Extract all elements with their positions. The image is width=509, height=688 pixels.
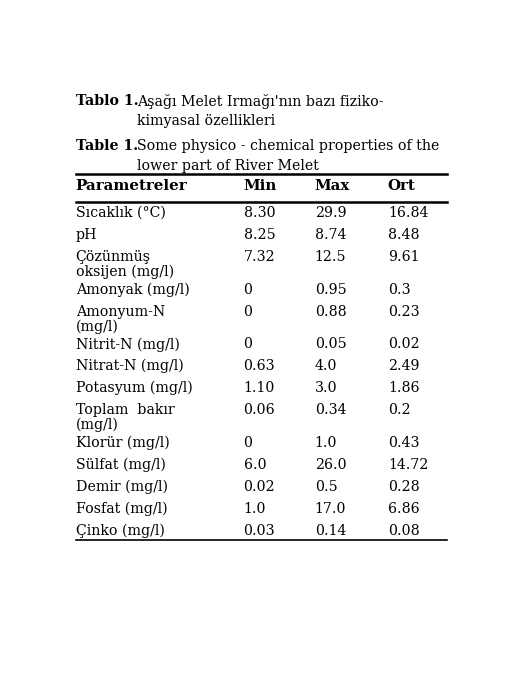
Text: 3.0: 3.0: [314, 381, 336, 395]
Text: 8.74: 8.74: [314, 228, 346, 242]
Text: lower part of River Melet: lower part of River Melet: [136, 159, 318, 173]
Text: 0.23: 0.23: [387, 305, 419, 319]
Text: Tablo 1.: Tablo 1.: [75, 94, 138, 108]
Text: 0.03: 0.03: [243, 524, 275, 537]
Text: Aşağı Melet Irmağı'nın bazı fiziko-: Aşağı Melet Irmağı'nın bazı fiziko-: [136, 94, 383, 109]
Text: 0.05: 0.05: [314, 337, 346, 351]
Text: Fosfat (mg/l): Fosfat (mg/l): [75, 502, 167, 516]
Text: Klorür (mg/l): Klorür (mg/l): [75, 436, 169, 450]
Text: 6.0: 6.0: [243, 458, 266, 472]
Text: (mg/l): (mg/l): [75, 418, 118, 432]
Text: 0.06: 0.06: [243, 403, 275, 417]
Text: 0.3: 0.3: [387, 283, 410, 297]
Text: 0.43: 0.43: [387, 436, 418, 450]
Text: 26.0: 26.0: [314, 458, 346, 472]
Text: Nitrat-N (mg/l): Nitrat-N (mg/l): [75, 359, 183, 374]
Text: 0: 0: [243, 283, 252, 297]
Text: Parametreler: Parametreler: [75, 179, 187, 193]
Text: 0.28: 0.28: [387, 480, 419, 493]
Text: 2.49: 2.49: [387, 359, 418, 373]
Text: 12.5: 12.5: [314, 250, 346, 264]
Text: 8.25: 8.25: [243, 228, 275, 242]
Text: 0.95: 0.95: [314, 283, 346, 297]
Text: 0: 0: [243, 337, 252, 351]
Text: 0: 0: [243, 436, 252, 450]
Text: 0.5: 0.5: [314, 480, 337, 493]
Text: Table 1.: Table 1.: [75, 139, 137, 153]
Text: 16.84: 16.84: [387, 206, 428, 220]
Text: 0: 0: [243, 305, 252, 319]
Text: pH: pH: [75, 228, 97, 242]
Text: 1.10: 1.10: [243, 381, 274, 395]
Text: Demir (mg/l): Demir (mg/l): [75, 480, 167, 494]
Text: 14.72: 14.72: [387, 458, 428, 472]
Text: Some physico - chemical properties of the: Some physico - chemical properties of th…: [136, 139, 438, 153]
Text: 0.34: 0.34: [314, 403, 346, 417]
Text: 0.88: 0.88: [314, 305, 346, 319]
Text: Toplam  bakır: Toplam bakır: [75, 403, 174, 417]
Text: 17.0: 17.0: [314, 502, 346, 515]
Text: 0.02: 0.02: [243, 480, 275, 493]
Text: kimyasal özellikleri: kimyasal özellikleri: [136, 114, 274, 128]
Text: 8.30: 8.30: [243, 206, 275, 220]
Text: oksijen (mg/l): oksijen (mg/l): [75, 265, 174, 279]
Text: 4.0: 4.0: [314, 359, 336, 373]
Text: Sıcaklık (°C): Sıcaklık (°C): [75, 206, 165, 220]
Text: 29.9: 29.9: [314, 206, 346, 220]
Text: 8.48: 8.48: [387, 228, 418, 242]
Text: Max: Max: [314, 179, 349, 193]
Text: 0.02: 0.02: [387, 337, 419, 351]
Text: Çözünmüş: Çözünmüş: [75, 250, 150, 264]
Text: Min: Min: [243, 179, 276, 193]
Text: Nitrit-N (mg/l): Nitrit-N (mg/l): [75, 337, 179, 352]
Text: 0.08: 0.08: [387, 524, 419, 537]
Text: Amonyak (mg/l): Amonyak (mg/l): [75, 283, 189, 297]
Text: 0.2: 0.2: [387, 403, 410, 417]
Text: Amonyum-N: Amonyum-N: [75, 305, 164, 319]
Text: 6.86: 6.86: [387, 502, 419, 515]
Text: 9.61: 9.61: [387, 250, 418, 264]
Text: Çinko (mg/l): Çinko (mg/l): [75, 524, 164, 538]
Text: Ort: Ort: [387, 179, 415, 193]
Text: 0.14: 0.14: [314, 524, 346, 537]
Text: 1.0: 1.0: [243, 502, 266, 515]
Text: 0.63: 0.63: [243, 359, 275, 373]
Text: (mg/l): (mg/l): [75, 319, 118, 334]
Text: 7.32: 7.32: [243, 250, 275, 264]
Text: 1.86: 1.86: [387, 381, 418, 395]
Text: Sülfat (mg/l): Sülfat (mg/l): [75, 458, 165, 472]
Text: Potasyum (mg/l): Potasyum (mg/l): [75, 381, 192, 396]
Text: 1.0: 1.0: [314, 436, 336, 450]
